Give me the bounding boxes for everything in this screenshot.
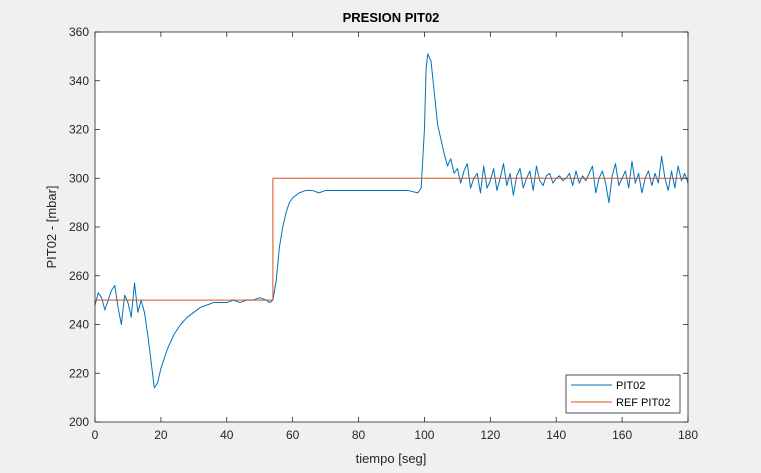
legend-label-pit02: PIT02 bbox=[616, 380, 645, 392]
x-tick-label-180: 180 bbox=[678, 428, 698, 442]
series-line-ref-pit02 bbox=[95, 177, 688, 301]
y-tick-label-300: 300 bbox=[69, 171, 89, 185]
y-tick-label-360: 360 bbox=[69, 25, 89, 39]
y-axis-label: PIT02 - [mbar] bbox=[44, 185, 59, 268]
series-layer bbox=[94, 53, 689, 389]
y-tick-label-220: 220 bbox=[69, 366, 89, 380]
x-tick-label-60: 60 bbox=[286, 428, 300, 442]
chart-title: PRESION PIT02 bbox=[343, 10, 440, 25]
x-tick-label-80: 80 bbox=[352, 428, 366, 442]
y-tick-label-340: 340 bbox=[69, 74, 89, 88]
y-tick-label-320: 320 bbox=[69, 123, 89, 137]
legend-label-ref-pit02: REF PIT02 bbox=[616, 397, 670, 409]
legend-box bbox=[565, 374, 681, 414]
x-tick-label-40: 40 bbox=[220, 428, 234, 442]
x-tick-label-100: 100 bbox=[414, 428, 434, 442]
plot-area bbox=[95, 32, 688, 422]
y-tick-label-280: 280 bbox=[69, 220, 89, 234]
y-tick-label-200: 200 bbox=[69, 415, 89, 429]
x-tick-label-140: 140 bbox=[546, 428, 566, 442]
x-axis-label: tiempo [seg] bbox=[356, 451, 427, 466]
x-tick-label-120: 120 bbox=[480, 428, 500, 442]
x-tick-label-160: 160 bbox=[612, 428, 632, 442]
y-tick-label-240: 240 bbox=[69, 318, 89, 332]
series-line-pit02 bbox=[94, 53, 689, 389]
x-tick-label-0: 0 bbox=[92, 428, 99, 442]
ticks-layer: 0 20 40 60 80 100 120 140 160 180 200 220 240 260 280 3… bbox=[69, 25, 698, 442]
legend: PIT02 REF PIT02 bbox=[565, 374, 681, 414]
y-tick-label-260: 260 bbox=[69, 269, 89, 283]
x-tick-label-20: 20 bbox=[154, 428, 168, 442]
